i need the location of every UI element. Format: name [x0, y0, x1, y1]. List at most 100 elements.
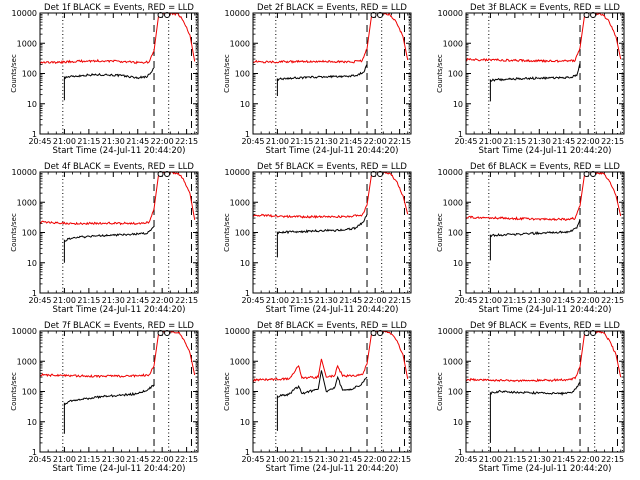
- events-series-line: [489, 62, 581, 102]
- lld-series-line: [253, 331, 409, 382]
- y-tick-label: 10: [240, 259, 250, 268]
- y-tick-label: 10: [453, 418, 463, 427]
- x-tick-label: 21:45: [339, 455, 362, 464]
- y-tick-label: 10: [453, 100, 463, 109]
- x-tick-label: 21:30: [528, 455, 551, 464]
- x-tick-label: 22:00: [577, 296, 600, 305]
- y-axis-label: Counts/sec: [436, 372, 444, 411]
- x-tick-label: 21:15: [290, 296, 313, 305]
- x-tick-label: 21:00: [266, 455, 289, 464]
- x-tick-label: 21:15: [77, 296, 100, 305]
- y-tick-label: 100: [235, 70, 250, 79]
- y-tick-label: 1000: [17, 198, 37, 207]
- events-series-line: [63, 384, 155, 434]
- x-tick-label: 21:30: [102, 455, 125, 464]
- detector-panel: Det 9f BLACK = Events, RED = LLD 1 10 100 10…: [436, 321, 625, 474]
- y-tick-label: 1000: [230, 39, 250, 48]
- events-series-line: [489, 382, 581, 443]
- events-series-line: [276, 214, 368, 258]
- panel-title: Det 5f BLACK = Events, RED = LLD: [257, 162, 407, 172]
- plot-frame: [465, 12, 625, 135]
- x-tick-label: 21:15: [503, 296, 526, 305]
- x-axis-label: Start Time (24-Jul-11 20:44:20): [53, 305, 186, 315]
- x-tick-label: 21:00: [53, 455, 76, 464]
- x-tick-label: 22:00: [364, 455, 387, 464]
- x-tick-label: 22:00: [577, 137, 600, 146]
- y-tick-label: 10000: [438, 168, 463, 177]
- plot-frame: [39, 12, 199, 135]
- y-axis-label: Counts/sec: [223, 54, 231, 93]
- y-tick-label: 1: [32, 448, 37, 457]
- x-tick-label: 21:15: [503, 455, 526, 464]
- x-tick-label: 22:15: [601, 137, 624, 146]
- y-tick-label: 10: [27, 100, 37, 109]
- x-tick-label: 21:30: [528, 137, 551, 146]
- x-axis-label: Start Time (24-Jul-11 20:44:20): [479, 305, 612, 315]
- x-tick-label: 20:45: [454, 296, 477, 305]
- x-tick-label: 21:00: [479, 455, 502, 464]
- x-tick-label: 21:30: [528, 296, 551, 305]
- y-tick-label: 1: [245, 448, 250, 457]
- x-tick-label: 21:30: [102, 137, 125, 146]
- y-tick-label: 10: [240, 418, 250, 427]
- x-axis-label: Start Time (24-Jul-11 20:44:20): [266, 464, 399, 474]
- x-tick-label: 22:00: [151, 137, 174, 146]
- x-axis-label: Start Time (24-Jul-11 20:44:20): [53, 146, 186, 156]
- detector-panel: Det 4f BLACK = Events, RED = LLD 1 10 100 10…: [10, 162, 199, 315]
- y-tick-label: 1: [32, 130, 37, 139]
- panel-title: Det 7f BLACK = Events, RED = LLD: [44, 321, 194, 331]
- x-tick-label: 21:45: [339, 137, 362, 146]
- x-axis-label: Start Time (24-Jul-11 20:44:20): [479, 464, 612, 474]
- y-axis-label: Counts/sec: [10, 54, 18, 93]
- x-axis-label: Start Time (24-Jul-11 20:44:20): [266, 305, 399, 315]
- lld-series-line: [40, 13, 196, 65]
- x-tick-label: 22:15: [388, 296, 411, 305]
- x-tick-label: 22:15: [601, 455, 624, 464]
- y-tick-label: 10: [453, 259, 463, 268]
- detector-panel: Det 1f BLACK = Events, RED = LLD 1 10 100 10…: [10, 3, 199, 156]
- y-tick-label: 100: [448, 70, 463, 79]
- x-tick-label: 21:00: [479, 137, 502, 146]
- y-axis-label: Counts/sec: [436, 213, 444, 252]
- plot-area: [40, 13, 196, 101]
- y-tick-label: 10000: [225, 327, 250, 336]
- plot-frame: [465, 330, 625, 453]
- x-tick-label: 20:45: [454, 137, 477, 146]
- x-tick-label: 22:15: [388, 455, 411, 464]
- x-tick-label: 21:15: [503, 137, 526, 146]
- detector-panel: Det 8f BLACK = Events, RED = LLD 1 10 100 10…: [223, 321, 412, 474]
- y-tick-label: 1000: [230, 357, 250, 366]
- y-tick-label: 100: [22, 70, 37, 79]
- x-axis-label: Start Time (24-Jul-11 20:44:20): [53, 464, 186, 474]
- plot-area: [40, 172, 196, 263]
- x-tick-label: 20:45: [28, 296, 51, 305]
- plot-area: [466, 331, 622, 443]
- panel-title: Det 8f BLACK = Events, RED = LLD: [257, 321, 407, 331]
- lld-series-line: [40, 172, 196, 226]
- x-tick-label: 22:15: [175, 137, 198, 146]
- x-tick-label: 20:45: [454, 455, 477, 464]
- plot-area: [253, 172, 409, 258]
- x-tick-label: 22:00: [577, 455, 600, 464]
- y-axis-label: Counts/sec: [10, 213, 18, 252]
- x-tick-label: 21:00: [53, 137, 76, 146]
- y-axis-label: Counts/sec: [223, 372, 231, 411]
- y-tick-label: 100: [235, 388, 250, 397]
- y-axis-label: Counts/sec: [436, 54, 444, 93]
- x-axis-label: Start Time (24-Jul-11 20:44:20): [479, 146, 612, 156]
- x-tick-label: 21:00: [266, 296, 289, 305]
- x-tick-label: 21:45: [339, 296, 362, 305]
- plot-frame: [39, 171, 199, 294]
- y-tick-label: 1000: [443, 39, 463, 48]
- x-tick-label: 21:00: [266, 137, 289, 146]
- detector-panel: Det 2f BLACK = Events, RED = LLD 1 10 100 10…: [223, 3, 412, 156]
- panel-title: Det 1f BLACK = Events, RED = LLD: [44, 3, 194, 13]
- panel-title: Det 6f BLACK = Events, RED = LLD: [470, 162, 620, 172]
- y-tick-label: 1: [32, 289, 37, 298]
- y-tick-label: 10000: [12, 168, 37, 177]
- detector-panel: Det 7f BLACK = Events, RED = LLD 1 10 100 10…: [10, 321, 199, 474]
- y-tick-label: 10: [27, 259, 37, 268]
- x-tick-label: 20:45: [241, 455, 264, 464]
- y-tick-label: 1000: [443, 357, 463, 366]
